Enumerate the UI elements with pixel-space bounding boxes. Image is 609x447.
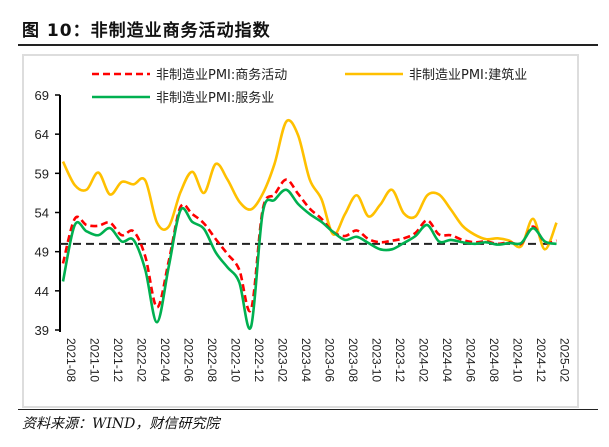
figure-title: 图 10：非制造业商务活动指数 [22, 21, 271, 41]
x-tick-label: 2023-12 [393, 338, 407, 382]
series-line-0 [61, 178, 557, 313]
x-tick-label: 2021-10 [88, 338, 102, 382]
x-tick-label: 2024-08 [487, 338, 501, 382]
title-divider [18, 44, 598, 46]
x-tick-label: 2024-02 [417, 338, 431, 382]
legend-label: 非制造业PMI:商务活动 [156, 67, 287, 83]
x-tick-label: 2022-04 [158, 338, 172, 382]
series-line-1 [61, 119, 558, 251]
x-tick-label: 2023-08 [346, 338, 360, 382]
x-tick-label: 2022-02 [135, 338, 149, 382]
x-tick-label: 2022-08 [205, 338, 219, 382]
legend-label: 非制造业PMI:建筑业 [409, 67, 527, 83]
y-tick-label: 39 [35, 323, 49, 338]
series-line-2 [61, 188, 557, 331]
x-tick-label: 2022-10 [229, 338, 243, 382]
y-tick-label: 49 [35, 245, 49, 260]
x-tick-label: 2025-02 [558, 338, 572, 382]
x-tick-label: 2023-02 [276, 338, 290, 382]
x-tick-label: 2022-06 [182, 338, 196, 382]
y-tick-label: 44 [35, 284, 49, 299]
x-tick-label: 2021-12 [111, 338, 125, 382]
y-tick-label: 54 [35, 206, 49, 221]
legend-label: 非制造业PMI:服务业 [156, 90, 274, 106]
x-tick-label: 2023-10 [370, 338, 384, 382]
chart-frame [22, 54, 579, 408]
x-tick-label: 2021-08 [64, 338, 78, 382]
x-tick-label: 2024-04 [440, 338, 454, 382]
x-tick-label: 2024-12 [534, 338, 548, 382]
x-tick-label: 2022-12 [252, 338, 266, 382]
source-divider [18, 409, 598, 410]
x-tick-label: 2024-10 [511, 338, 525, 382]
y-tick-label: 64 [35, 127, 49, 142]
source-note: 资料来源：WIND，财信研究院 [22, 416, 220, 432]
x-tick-label: 2023-06 [323, 338, 337, 382]
y-tick-label: 59 [35, 166, 49, 181]
x-tick-label: 2024-06 [464, 338, 478, 382]
y-tick-label: 69 [35, 88, 49, 103]
x-tick-label: 2023-04 [299, 338, 313, 382]
